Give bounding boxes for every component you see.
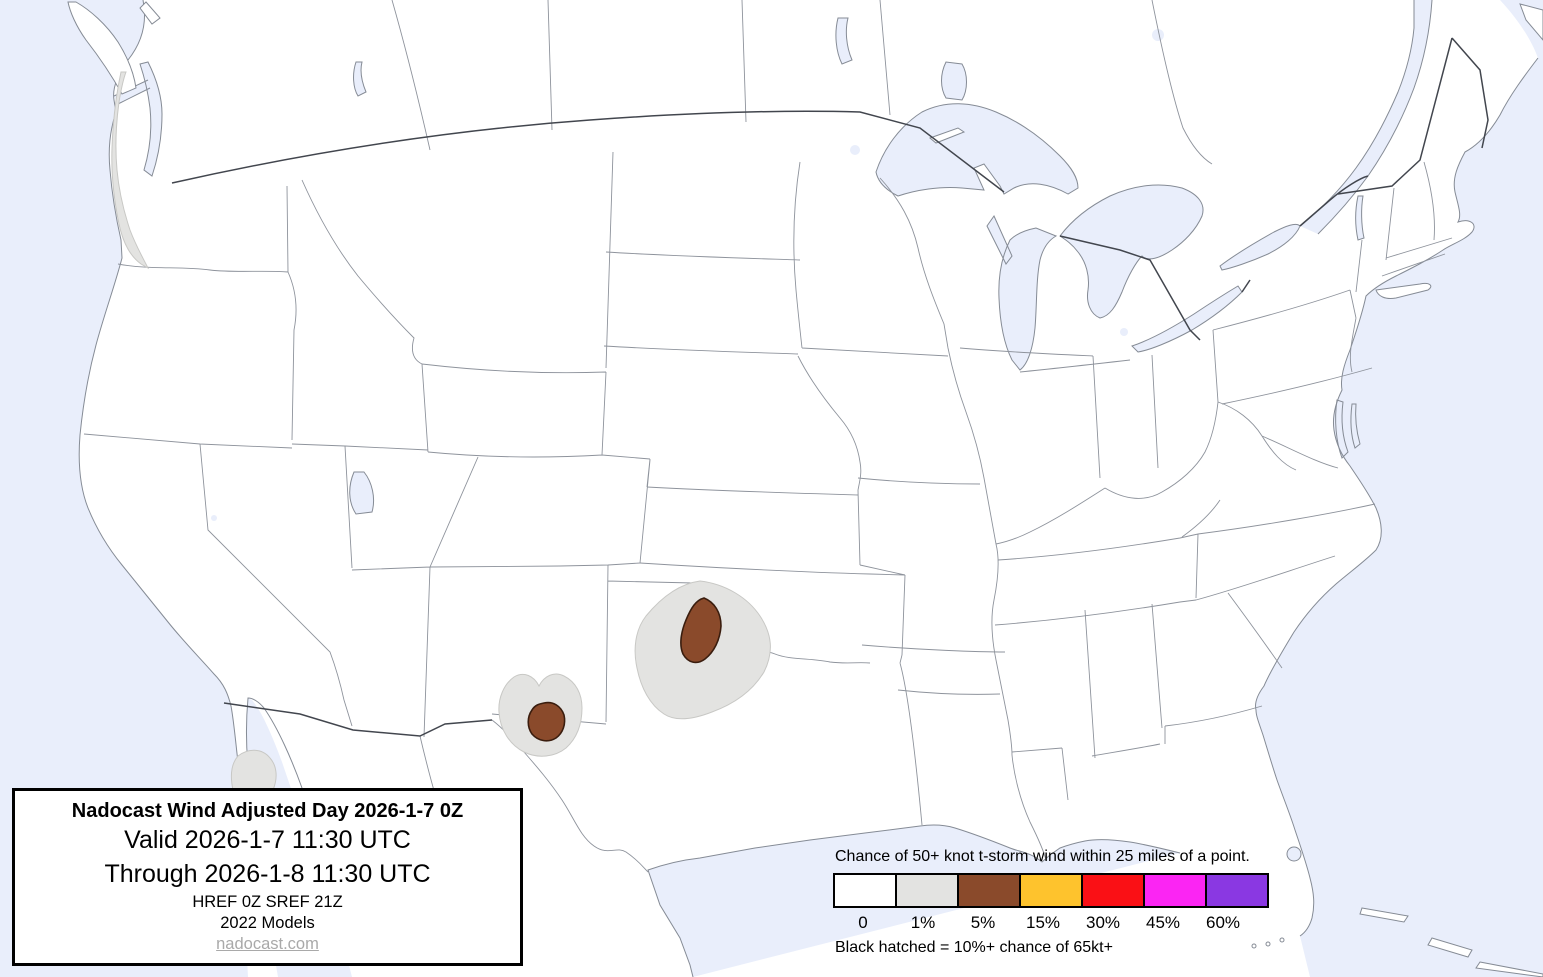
legend-labels: 0 1% 5% 15% 30% 45% 60%	[833, 913, 1293, 933]
legend-swatch-60	[1205, 873, 1269, 908]
legend-title: Chance of 50+ knot t-storm wind within 2…	[835, 848, 1250, 865]
cuba	[1475, 961, 1543, 977]
bahamas	[1359, 907, 1409, 923]
legend-swatch-30	[1081, 873, 1145, 908]
legend-color-ramp	[833, 873, 1293, 908]
vancouver-island	[67, 1, 137, 95]
forecast-valid-time: Valid 2026-1-7 11:30 UTC	[124, 826, 411, 855]
long-island	[1375, 283, 1432, 299]
us-canada-border	[171, 37, 1489, 341]
legend-label-30: 30%	[1085, 913, 1121, 932]
forecast-models-year: 2022 Models	[220, 914, 315, 933]
nova-scotia	[1519, 3, 1543, 41]
legend-label-5: 5%	[970, 913, 996, 932]
legend-label-0: 0	[858, 913, 868, 932]
nadocast-website-link[interactable]: nadocast.com	[216, 935, 319, 954]
legend-swatch-45	[1143, 873, 1207, 908]
forecast-models: HREF 0Z SREF 21Z	[192, 892, 343, 911]
national-borders	[171, 37, 1489, 737]
islands	[67, 1, 1543, 977]
legend-label-60: 60%	[1205, 913, 1241, 932]
legend-label-1: 1%	[910, 913, 936, 932]
legend-swatch-0	[833, 873, 897, 908]
forecast-title: Nadocast Wind Adjusted Day 2026-1-7 0Z	[71, 800, 464, 823]
legend-swatch-15	[1019, 873, 1083, 908]
legend-label-15: 15%	[1025, 913, 1061, 932]
forecast-area-mexico-coast-1pct	[230, 749, 277, 791]
probability-legend: Chance of 50+ knot t-storm wind within 2…	[833, 848, 1293, 957]
forecast-title-box: Nadocast Wind Adjusted Day 2026-1-7 0Z V…	[12, 788, 523, 966]
forecast-area-oklahoma-5pct	[680, 597, 722, 664]
legend-swatch-1	[895, 873, 959, 908]
isle-royale	[929, 127, 966, 144]
forecast-through-time: Through 2026-1-8 11:30 UTC	[104, 859, 431, 888]
legend-swatch-5	[957, 873, 1021, 908]
forecast-areas	[111, 71, 771, 791]
us-mexico-border	[223, 702, 493, 737]
forecast-area-westtexas-5pct	[527, 701, 566, 742]
forecast-area-pnw-coast-1pct	[111, 71, 150, 270]
state-borders	[83, 0, 1453, 873]
legend-label-45: 45%	[1145, 913, 1181, 932]
legend-hatched-note: Black hatched = 10%+ chance of 65kt+	[835, 939, 1113, 956]
coastlines	[78, 0, 1539, 977]
